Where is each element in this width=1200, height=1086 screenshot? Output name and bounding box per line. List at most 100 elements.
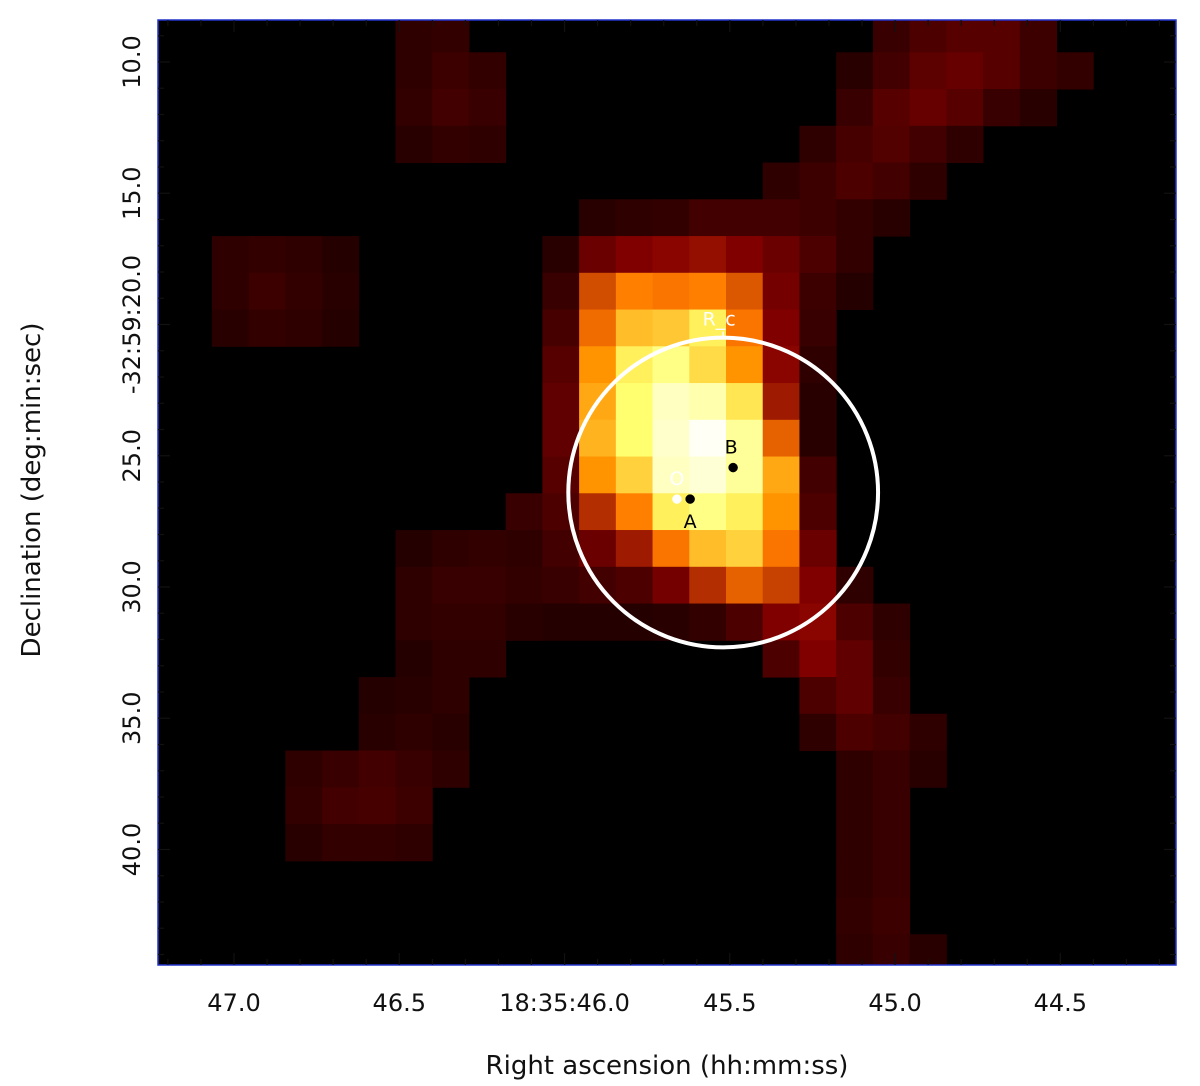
- heatmap-pixel: [836, 603, 874, 641]
- heatmap-pixel: [505, 530, 543, 568]
- heatmap-pixel: [542, 566, 580, 605]
- heatmap-pixel: [652, 383, 690, 421]
- heatmap-pixel: [836, 125, 874, 164]
- heatmap-pixel: [725, 199, 764, 237]
- heatmap-pixel: [689, 346, 727, 384]
- heatmap-pixel: [432, 89, 470, 127]
- heatmap-pixel: [395, 52, 433, 90]
- heatmap-pixel: [579, 346, 617, 384]
- heatmap-pixel: [799, 346, 837, 384]
- heatmap-pixel: [762, 236, 800, 274]
- heatmap-pixel: [579, 272, 617, 311]
- heatmap-pixel: [872, 713, 911, 752]
- heatmap-pixel: [358, 787, 397, 825]
- heatmap-pixel: [542, 346, 580, 384]
- heatmap-pixel: [689, 272, 727, 311]
- heatmap-pixel: [725, 530, 764, 568]
- heatmap-pixel: [615, 236, 654, 274]
- heatmap-pixel: [432, 530, 470, 568]
- heatmap-pixel: [322, 824, 360, 862]
- heatmap-pixel: [395, 530, 433, 568]
- heatmap-pixel: [505, 566, 543, 605]
- heatmap-pixel: [432, 677, 470, 715]
- x-tick-label: 44.5: [1034, 989, 1087, 1017]
- heatmap-pixel: [432, 20, 470, 53]
- heatmap-pixel: [799, 493, 837, 531]
- heatmap-pixel: [836, 640, 874, 678]
- heatmap-pixel: [395, 787, 433, 825]
- heatmap-pixel: [983, 52, 1021, 90]
- marker-label-O: O: [669, 468, 684, 490]
- heatmap-pixel: [432, 566, 470, 605]
- heatmap-pixel: [872, 750, 911, 788]
- x-tick-label: 47.0: [207, 989, 260, 1017]
- y-tick-label: 25.0: [118, 429, 146, 482]
- heatmap-pixel: [615, 383, 654, 421]
- marker-label-A: A: [684, 511, 697, 533]
- heatmap-pixel: [505, 493, 543, 531]
- plot-frame: [157, 19, 1177, 966]
- heatmap-pixel: [579, 493, 617, 531]
- heatmap-pixel: [579, 309, 617, 347]
- heatmap-pixel: [615, 493, 654, 531]
- heatmap-pixel: [872, 824, 911, 862]
- y-tick-label: -32:59:20.0: [118, 255, 146, 394]
- heatmap-pixel: [468, 52, 507, 90]
- y-tick-label: 30.0: [118, 560, 146, 613]
- heatmap-pixel: [872, 20, 911, 53]
- heatmap-pixel: [358, 750, 397, 788]
- heatmap-pixel: [799, 419, 837, 458]
- heatmap-pixel: [872, 640, 911, 678]
- heatmap-pixel: [652, 199, 690, 237]
- x-tick-label: 18:35:46.0: [499, 989, 630, 1017]
- heatmap-pixel: [395, 713, 433, 752]
- heatmap-pixel: [322, 272, 360, 311]
- heatmap-pixel: [725, 383, 764, 421]
- heatmap-pixel: [395, 750, 433, 788]
- heatmap-pixel: [468, 89, 507, 127]
- heatmap-pixel: [432, 52, 470, 90]
- heatmap-pixel: [652, 530, 690, 568]
- heatmap-pixel: [432, 750, 470, 788]
- heatmap-pixel: [836, 199, 874, 237]
- heatmap-pixel: [836, 860, 874, 899]
- heatmap-pixel: [358, 677, 397, 715]
- heatmap-pixel: [909, 750, 947, 788]
- heatmap-pixel: [285, 309, 323, 347]
- heatmap-pixel: [615, 272, 654, 311]
- heatmap-pixel: [468, 530, 507, 568]
- core-radius-label: R_c: [703, 309, 736, 331]
- heatmap-pixel: [872, 125, 911, 164]
- x-axis-title: Right ascension (hh:mm:ss): [486, 1051, 849, 1081]
- heatmap-pixel: [762, 419, 800, 458]
- heatmap-pixel: [946, 52, 984, 90]
- heatmap-pixel: [615, 456, 654, 494]
- heatmap-pixel: [799, 199, 837, 237]
- heatmap-pixel: [836, 236, 874, 274]
- heatmap-pixel: [946, 125, 984, 164]
- heatmap-pixel: [211, 272, 250, 311]
- heatmap-pixel: [799, 677, 837, 715]
- x-tick-label: 45.0: [868, 989, 921, 1017]
- heatmap-pixel: [799, 383, 837, 421]
- heatmap-pixel: [542, 272, 580, 311]
- heatmap-pixel: [799, 236, 837, 274]
- y-tick-label: 40.0: [118, 823, 146, 876]
- heatmap-pixel: [872, 860, 911, 899]
- heatmap-pixel: [432, 603, 470, 641]
- heatmap-pixel: [432, 640, 470, 678]
- heatmap-pixel: [689, 383, 727, 421]
- axis-ticks: 47.0 46.5 18:35:46.0 45.5 45.0 44.5 10.0 15.0 -3…: [118, 20, 1176, 1017]
- heatmap-pixel: [652, 309, 690, 347]
- heatmap-pixel: [689, 566, 727, 605]
- y-tick-label: 10.0: [118, 35, 146, 88]
- heatmap-pixel: [1056, 52, 1094, 90]
- heatmap-pixel: [799, 530, 837, 568]
- heatmap-pixel: [1019, 20, 1057, 53]
- heatmap-pixel: [689, 530, 727, 568]
- heatmap-pixel: [872, 162, 911, 200]
- heatmap-pixel: [211, 309, 250, 347]
- heatmap-pixel: [468, 603, 507, 641]
- heatmap-pixel: [652, 236, 690, 274]
- heatmap-pixel: [542, 493, 580, 531]
